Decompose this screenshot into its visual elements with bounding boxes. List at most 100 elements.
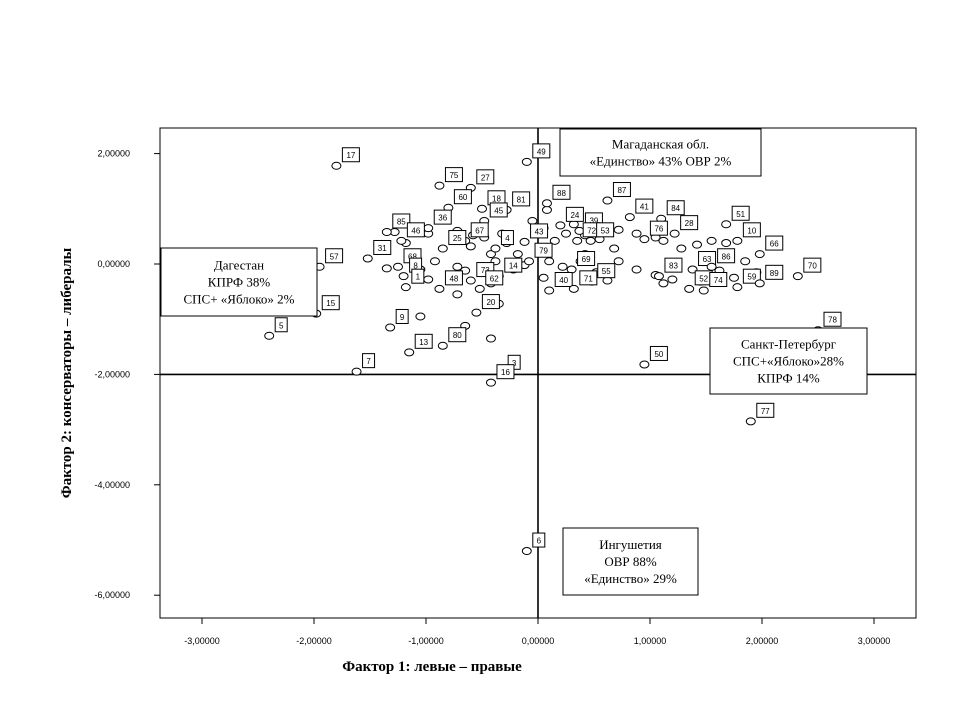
point-label-box — [341, 147, 360, 163]
x-tick-label: -1,00000 — [408, 636, 444, 646]
point-label: 86 — [722, 252, 731, 261]
point-label: 24 — [570, 211, 579, 220]
point-label: 78 — [828, 316, 837, 325]
point-label: 71 — [584, 274, 593, 283]
point-label-box — [448, 327, 467, 343]
point-label: 31 — [378, 244, 387, 253]
data-point — [613, 257, 624, 266]
data-point — [437, 341, 448, 350]
point-label: 80 — [453, 331, 462, 340]
point-label-box — [554, 271, 573, 287]
point-label: 67 — [475, 226, 484, 235]
data-point — [465, 242, 476, 251]
annotation-text: ОВР 88% — [604, 554, 657, 569]
data-point — [549, 236, 560, 245]
point-label: 66 — [770, 240, 779, 249]
point-label-box — [742, 222, 761, 238]
data-point — [264, 331, 275, 340]
point-label-box — [504, 257, 523, 273]
point-label: 62 — [490, 274, 499, 283]
point-label: 43 — [535, 227, 544, 236]
data-point — [521, 157, 532, 166]
point-label-box — [612, 182, 631, 198]
data-point — [745, 417, 756, 426]
point-label: 4 — [505, 234, 510, 243]
data-point — [490, 244, 501, 253]
point-label-box — [635, 198, 654, 214]
point-label: 77 — [761, 407, 770, 416]
point-label-box — [596, 222, 615, 238]
point-label: 45 — [494, 206, 503, 215]
data-point — [557, 262, 568, 271]
data-point — [519, 237, 530, 246]
data-point — [434, 284, 445, 293]
data-point — [485, 378, 496, 387]
point-label-box — [444, 270, 463, 286]
annotation-box-magadan — [559, 128, 762, 177]
annotation-box-ingushetia — [562, 527, 699, 596]
annotation-text: Дагестан — [214, 258, 264, 273]
point-label-box — [512, 191, 531, 207]
point-label-box — [530, 223, 549, 239]
data-point — [331, 161, 342, 170]
point-label-box — [552, 184, 571, 200]
point-label-box — [414, 333, 433, 349]
data-point — [381, 227, 392, 236]
point-label-box — [803, 257, 822, 273]
data-point — [754, 279, 765, 288]
data-point — [512, 250, 523, 259]
point-label: 69 — [582, 255, 591, 264]
data-point — [585, 236, 596, 245]
data-point — [396, 236, 407, 245]
point-label-box — [476, 169, 495, 185]
data-point — [527, 216, 538, 225]
point-label: 7 — [366, 357, 371, 366]
data-point — [658, 236, 669, 245]
data-point — [423, 275, 434, 284]
data-point — [792, 272, 803, 281]
data-point — [381, 264, 392, 273]
point-label: 39 — [589, 216, 598, 225]
point-label: 15 — [326, 299, 335, 308]
data-point — [631, 229, 642, 238]
point-label: 17 — [346, 151, 355, 160]
point-label-box — [485, 270, 504, 286]
data-point — [684, 284, 695, 293]
point-label: 85 — [397, 217, 406, 226]
annotation-text: СПС+«Яблоко»28% — [733, 354, 844, 369]
data-point — [574, 226, 585, 235]
point-label: 75 — [449, 171, 458, 180]
point-label-box — [664, 257, 683, 273]
data-point — [544, 257, 555, 266]
point-label-box — [433, 209, 452, 225]
point-label-box — [565, 206, 584, 222]
data-point — [452, 290, 463, 299]
y-axis-title: Фактор 2: консерваторы – либералы — [59, 247, 75, 498]
data-point — [706, 236, 717, 245]
data-point — [721, 220, 732, 229]
point-label: 68 — [408, 252, 417, 261]
point-label: 3 — [512, 359, 517, 368]
data-point — [452, 262, 463, 271]
data-point — [624, 213, 635, 222]
data-point — [485, 334, 496, 343]
point-label-box — [534, 242, 553, 258]
data-point — [415, 312, 426, 321]
point-label-box — [597, 263, 616, 279]
annotation-text: СПС+ «Яблоко» 2% — [184, 292, 295, 307]
annotation-text: «Единство» 43% ОВР 2% — [590, 154, 732, 169]
data-point — [362, 254, 373, 263]
point-label: 49 — [537, 147, 546, 156]
point-label: 60 — [458, 193, 467, 202]
point-label-box — [765, 235, 784, 251]
data-point — [423, 224, 434, 233]
point-label: 84 — [671, 204, 680, 213]
point-label-box — [731, 205, 750, 221]
point-label-box — [373, 239, 392, 255]
point-label: 48 — [449, 274, 458, 283]
data-point — [393, 262, 403, 271]
data-point — [572, 236, 583, 245]
y-tick-label: 2,00000 — [97, 149, 130, 159]
data-point — [669, 229, 680, 238]
